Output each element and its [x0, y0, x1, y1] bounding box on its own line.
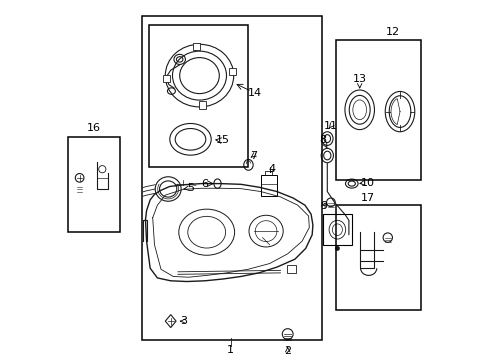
Text: 9: 9: [320, 201, 326, 211]
Text: 14: 14: [248, 88, 262, 98]
Bar: [68, 137, 120, 232]
Bar: [336, 40, 420, 180]
Circle shape: [335, 246, 339, 251]
Polygon shape: [192, 42, 200, 50]
Text: 17: 17: [360, 193, 374, 203]
Text: 7: 7: [249, 150, 257, 161]
Text: 12: 12: [385, 27, 399, 37]
Text: 8: 8: [319, 135, 326, 148]
Bar: [142, 16, 321, 340]
Bar: [336, 205, 420, 310]
Text: 2: 2: [284, 346, 291, 356]
Text: 16: 16: [87, 123, 101, 133]
Text: 11: 11: [323, 121, 337, 131]
Bar: [286, 265, 295, 273]
Bar: [149, 25, 247, 167]
Text: 5: 5: [183, 183, 194, 193]
Polygon shape: [199, 102, 206, 109]
Text: 3: 3: [180, 316, 186, 326]
Text: 1: 1: [227, 345, 234, 355]
Bar: [322, 214, 351, 245]
Bar: [260, 175, 276, 196]
Text: 6: 6: [201, 179, 208, 189]
Text: 15: 15: [216, 135, 229, 145]
Polygon shape: [228, 68, 235, 75]
Text: 10: 10: [360, 178, 374, 188]
Polygon shape: [163, 75, 170, 82]
Text: 4: 4: [268, 164, 275, 174]
Text: 13: 13: [352, 74, 366, 88]
